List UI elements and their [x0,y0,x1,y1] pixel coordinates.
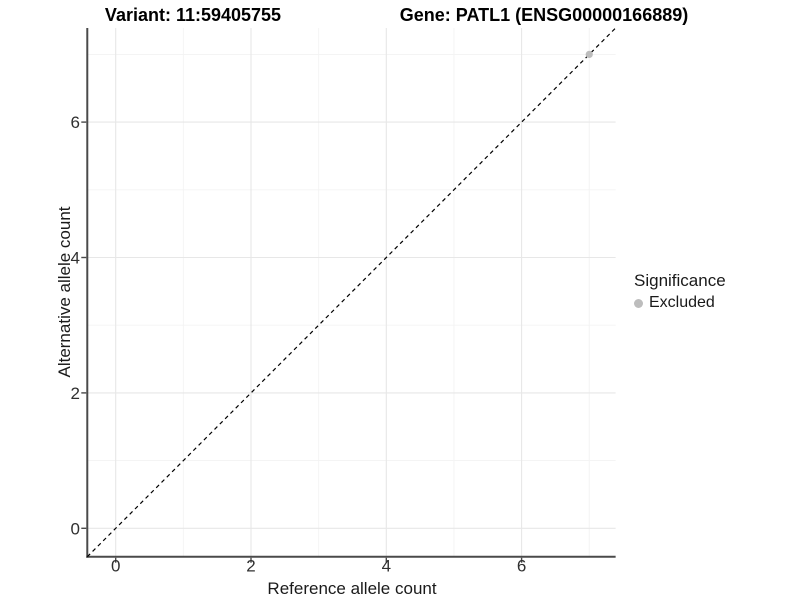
identity-dashed-line [86,27,617,558]
legend-item-excluded: Excluded [634,294,726,312]
data-points [585,50,593,59]
y-tick-label: 0 [71,519,80,538]
y-tick-labels: 0 2 4 6 [71,113,80,538]
legend-item-label: Excluded [649,294,715,311]
major-gridlines [87,27,616,557]
legend: Significance Excluded [634,271,726,312]
scatter-point [585,50,593,59]
y-tick-label: 4 [71,249,80,268]
minor-gridlines [87,27,616,557]
x-tick-labels: 0 2 4 6 [111,557,526,576]
x-tick-label: 2 [246,557,255,576]
y-tick-label: 6 [71,113,80,132]
x-axis-title: Reference allele count [267,579,437,598]
legend-title: Significance [634,271,726,290]
legend-key-dot-icon [634,298,643,308]
axis-tick-marks [81,121,523,563]
axis-lines [86,27,616,558]
x-tick-label: 4 [382,557,391,576]
x-tick-label: 0 [111,557,120,576]
x-tick-label: 6 [517,557,526,576]
gene-title: Gene: PATL1 (ENSG00000166889) [399,5,689,25]
y-tick-label: 2 [71,384,80,403]
variant-title: Variant: 11:59405755 [104,5,282,25]
